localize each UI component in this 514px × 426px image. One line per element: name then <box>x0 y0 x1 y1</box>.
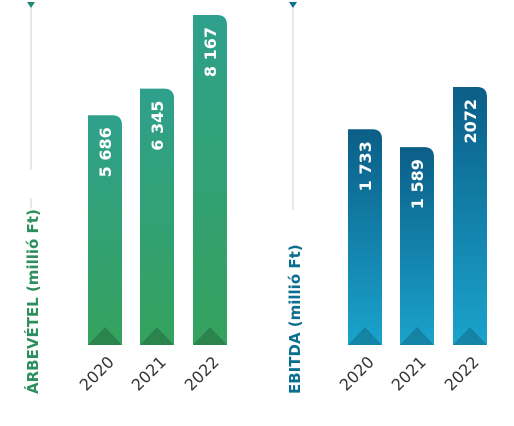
left-chart-ylabel: ÁRBEVÉTEL (millió Ft) <box>23 209 42 394</box>
right-year-label-2022: 2022 <box>441 352 483 394</box>
left-bar-2020 <box>88 115 122 345</box>
right-year-label-2020: 2020 <box>336 352 378 394</box>
left-bar-base-decor-2020 <box>88 327 122 345</box>
right-bar-base-decor-2021 <box>400 327 434 345</box>
left-bar-2021 <box>140 88 174 345</box>
left-bar-2022 <box>193 15 227 345</box>
right-bars-group: 1 733 2020 1 589 2021 2072 2022 <box>336 87 487 395</box>
left-value-label-2022: 8 167 <box>201 27 220 77</box>
right-value-label-2022: 2072 <box>461 99 480 144</box>
right-value-label-2020: 1 733 <box>356 141 375 191</box>
left-axis-guide <box>27 2 35 208</box>
right-year-label-2021: 2021 <box>388 352 430 394</box>
right-axis-guide <box>289 2 297 210</box>
left-bar-base-decor-2022 <box>193 327 227 345</box>
left-bars-group: 5 686 2020 6 345 2021 8 167 2022 <box>76 15 227 395</box>
left-value-label-2021: 6 345 <box>148 101 167 151</box>
left-bar-base-decor-2021 <box>140 327 174 345</box>
right-bar-base-decor-2020 <box>348 327 382 345</box>
right-value-label-2021: 1 589 <box>408 159 427 209</box>
left-year-label-2021: 2021 <box>128 352 170 394</box>
left-year-label-2022: 2022 <box>181 352 223 394</box>
right-bar-2022 <box>453 87 487 345</box>
left-year-label-2020: 2020 <box>76 352 118 394</box>
right-bar-2020 <box>348 129 382 345</box>
right-chart-ylabel: EBITDA (millió Ft) <box>286 244 304 394</box>
left-value-label-2020: 5 686 <box>96 127 115 177</box>
right-bar-base-decor-2022 <box>453 327 487 345</box>
right-bar-2021 <box>400 147 434 345</box>
